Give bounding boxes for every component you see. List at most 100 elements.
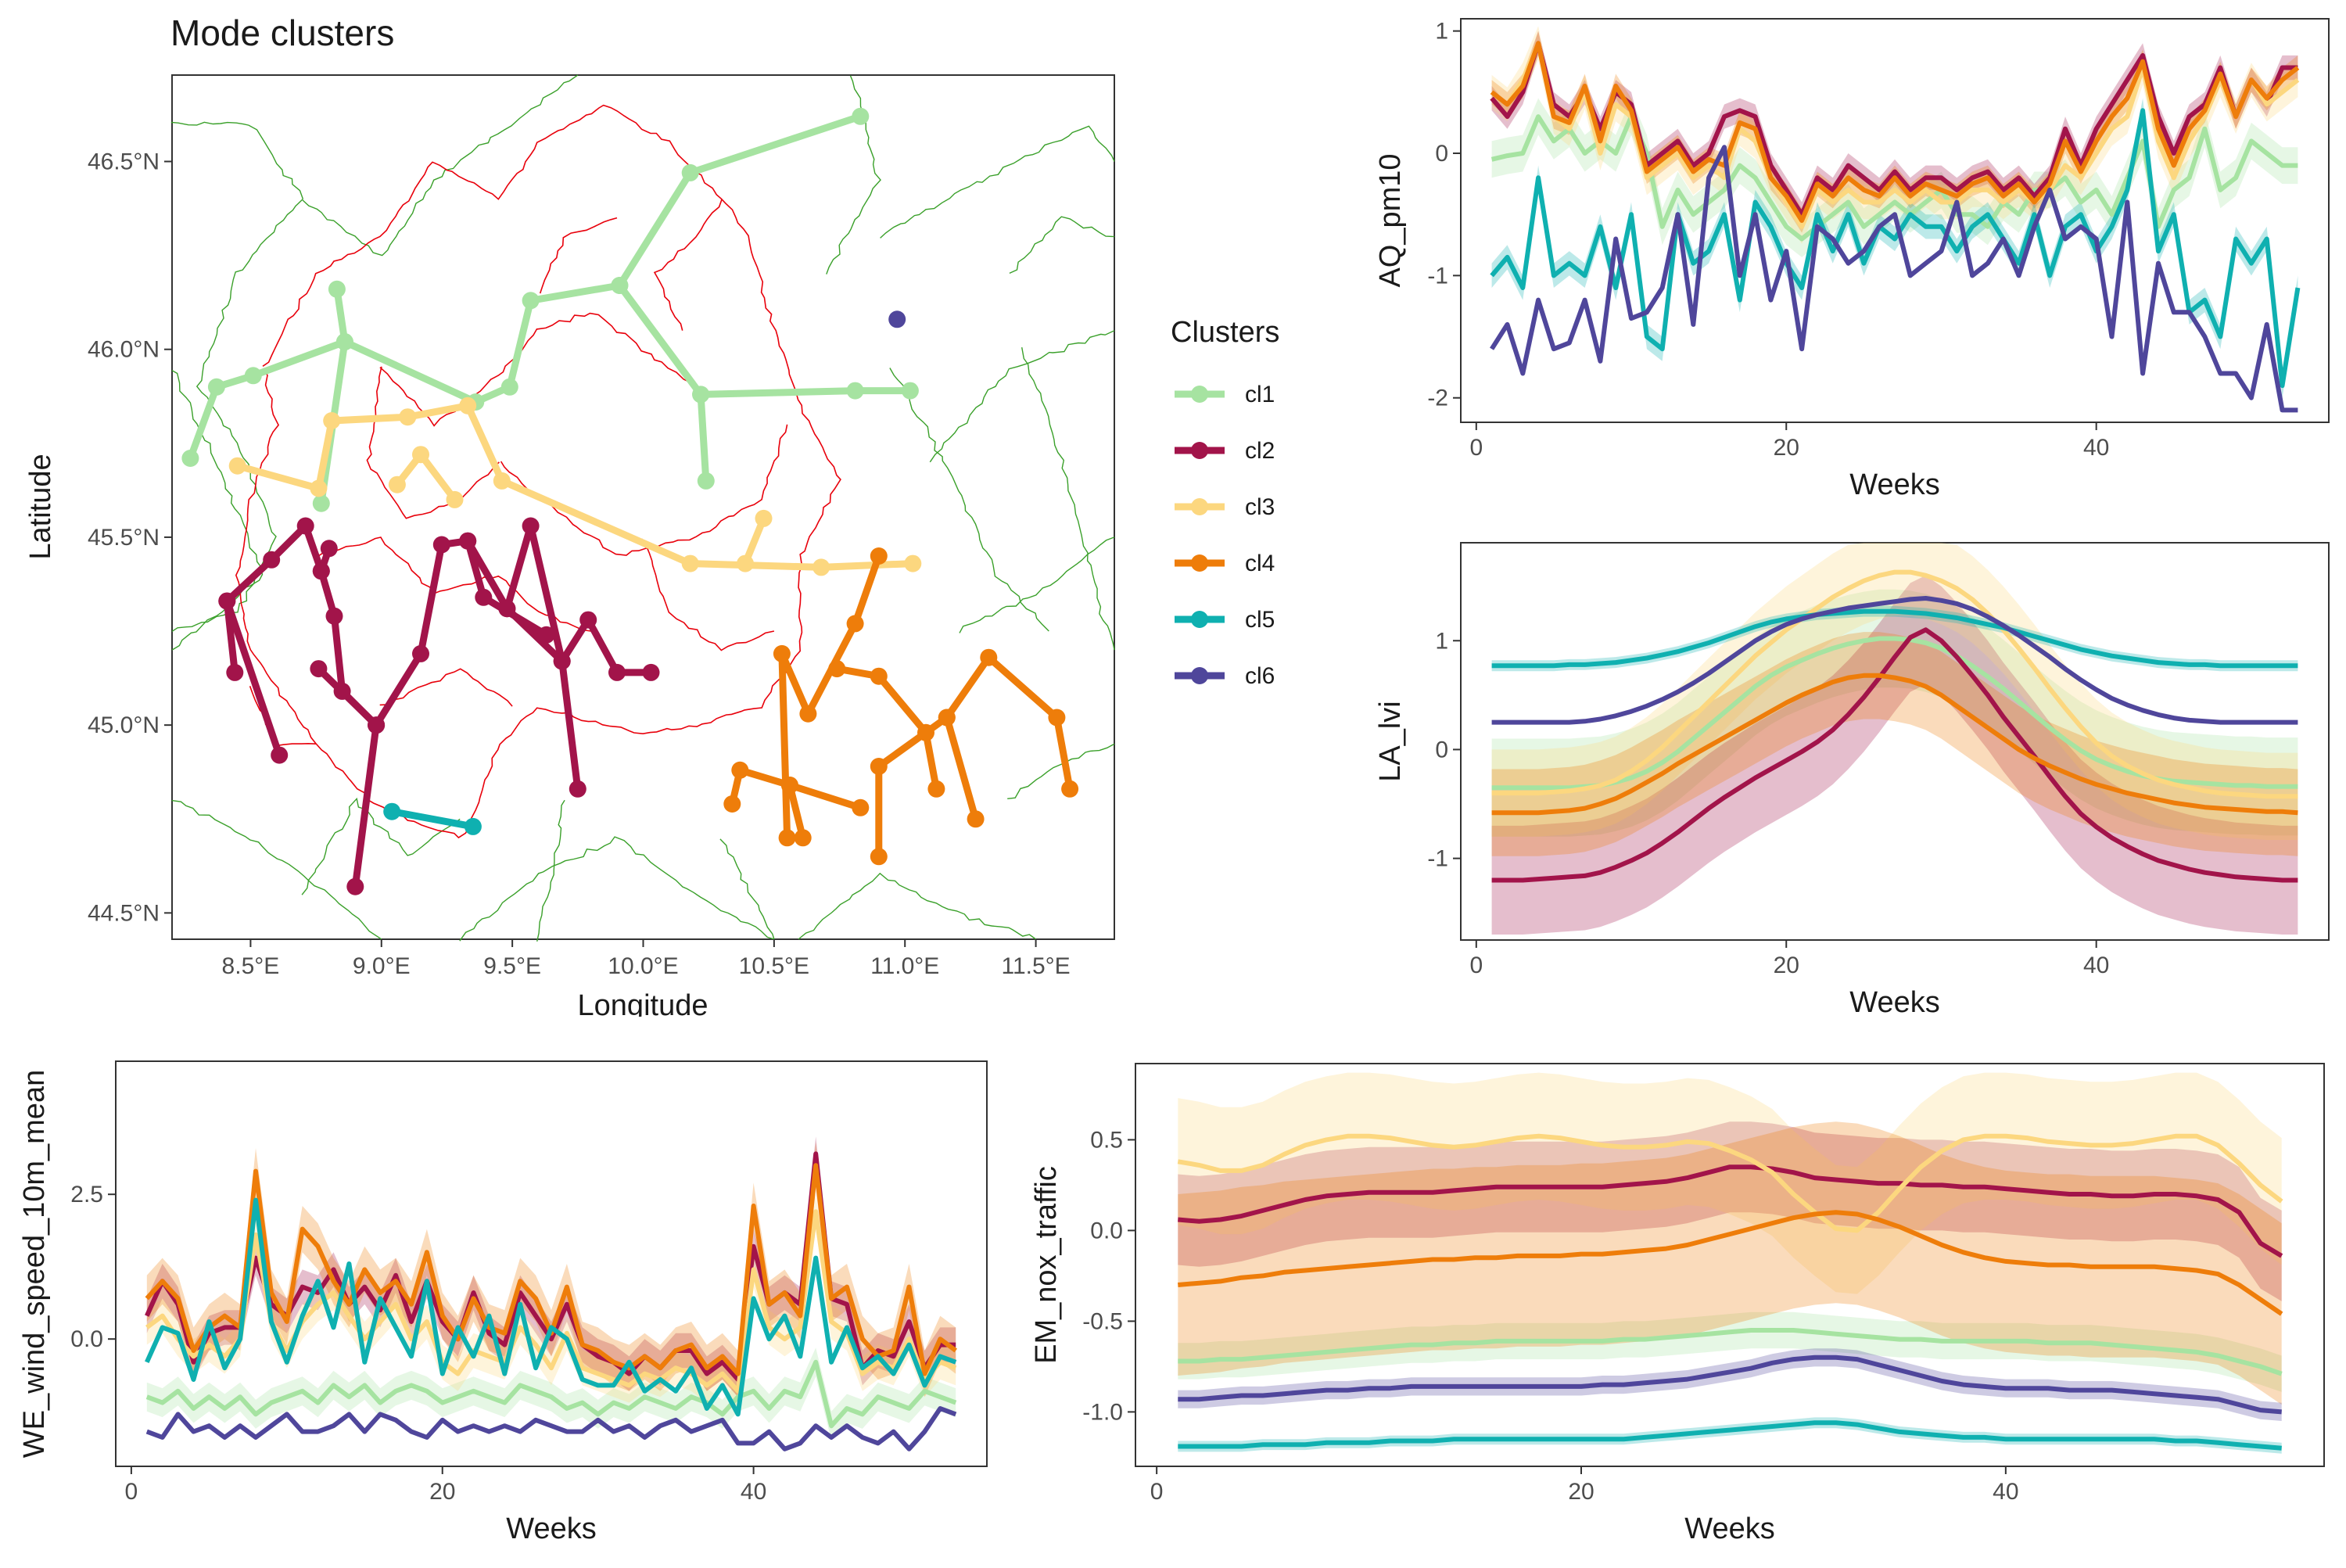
map-point-cl4	[938, 709, 956, 727]
map-point-cl2	[569, 780, 586, 798]
nox-y-tick-label: -0.5	[1082, 1308, 1123, 1334]
pm10-x-tick-label: 20	[1774, 435, 1799, 461]
map-point-cl2	[312, 562, 330, 580]
map-point-cl3	[310, 479, 328, 497]
map-path-cl4	[728, 766, 864, 812]
map-point-cl3	[812, 558, 830, 576]
legend-title: Clusters	[1171, 316, 1279, 349]
pm10-panel: 0 20 40 1 0 -1 -2 Weeks AQ_pm10	[1361, 0, 2346, 516]
map-x-tick-label: 9.5°E	[483, 953, 541, 979]
map-path-cl2	[314, 665, 380, 729]
legend-item-cl5: cl5	[1175, 607, 1275, 633]
pm10-band-cl4	[1491, 30, 2298, 233]
map-point-cl1	[207, 378, 225, 396]
nox-x-tick-label: 0	[1150, 1479, 1164, 1505]
map-point-cl1	[181, 450, 199, 467]
map-x-tick-label: 10.0°E	[608, 953, 678, 979]
nox-band-cl5	[1178, 1417, 2282, 1454]
wind-x-title: Weeks	[506, 1512, 596, 1545]
map-point-cl5	[464, 817, 482, 835]
wind-line-cl1	[145, 1359, 957, 1429]
map-point-cl2	[432, 536, 450, 554]
pm10-y-tick-label: -1	[1427, 263, 1448, 289]
map-path-cl2	[317, 537, 655, 729]
map-path-cl4	[943, 714, 980, 823]
map-point-cl2	[579, 611, 597, 629]
map-point-cl4	[870, 667, 888, 685]
lai-y-tick-label: -1	[1427, 846, 1448, 872]
map-point-cl3	[459, 396, 477, 414]
lai-x-tick-label: 20	[1774, 953, 1799, 978]
lai-band-cl3	[1491, 543, 2298, 840]
lai-line-cl6	[1491, 596, 2298, 725]
map-y-axis: 44.5°N 45.0°N 45.5°N 46.0°N 46.5°N	[88, 149, 172, 926]
nox-line-cl3	[1177, 1133, 2283, 1233]
map-point-cl4	[927, 780, 945, 798]
map-chart: Mode clusters 8.5°E 9.0°E 9.5°E 10.0°E 10.5°…	[24, 13, 1279, 1022]
lai-y-title: LA_lvi	[1374, 701, 1407, 782]
map-point-cl4	[1061, 780, 1079, 798]
map-point-cl2	[296, 517, 314, 535]
lai-y-tick-label: 1	[1435, 628, 1448, 654]
nox-x-title: Weeks	[1684, 1512, 1774, 1545]
lai-line-cl2	[1491, 627, 2298, 883]
nox-line-cl1	[1178, 1328, 2283, 1376]
pm10-band-cl5	[1491, 98, 2298, 398]
legend: Clusters cl1 cl2 cl3 cl4 cl5 cl6	[1171, 316, 1279, 689]
map-point-cl2	[310, 660, 328, 678]
map-y-tick-label: 45.0°N	[88, 712, 160, 738]
nox-band-cl2	[1178, 1121, 2282, 1301]
nox-line-cl4	[1178, 1210, 2283, 1316]
legend-item-cl1: cl1	[1175, 382, 1275, 407]
map-path-cl2	[503, 522, 582, 793]
map-point-cl3	[904, 554, 922, 572]
pm10-line-cl6	[1490, 145, 2298, 413]
legend-label-cl3: cl3	[1245, 494, 1275, 520]
map-point-cl3	[681, 554, 699, 572]
nox-x-tick-label: 20	[1568, 1479, 1594, 1505]
map-path-cl4	[833, 665, 940, 793]
legend-label-cl1: cl1	[1245, 382, 1275, 407]
map-y-tick-label: 45.5°N	[88, 525, 160, 551]
map-x-tick-label: 9.0°E	[353, 953, 411, 979]
lai-band-cl2	[1491, 575, 2298, 935]
wind-y-tick-label: 0.0	[70, 1326, 103, 1352]
map-point-cl5	[383, 802, 401, 820]
map-point-cl2	[537, 626, 555, 644]
map-frame	[171, 74, 1115, 940]
wind-panel: 0 20 40 2.5 0.0 Weeks WE_wind_speed_10m_mean	[0, 1017, 1017, 1564]
map-point-cl4	[870, 758, 888, 775]
nox-y-title: EM_nox_traffic	[1030, 1166, 1063, 1364]
pm10-line-cl5	[1490, 108, 2301, 389]
map-path-cl2	[223, 597, 239, 676]
wind-chart: 0 20 40 2.5 0.0 Weeks WE_wind_speed_10m_mean	[18, 1060, 988, 1545]
map-point-cl2	[459, 532, 477, 550]
map-path-cl1	[697, 390, 710, 485]
map-point-cl2	[368, 716, 386, 734]
map-point-cl1	[328, 280, 346, 298]
legend-item-cl3: cl3	[1175, 494, 1275, 520]
nox-line-cl6	[1178, 1355, 2282, 1415]
pm10-y-tick-label: 0	[1435, 141, 1448, 167]
map-point-cl4	[852, 798, 870, 816]
map-point-cl2	[325, 607, 343, 625]
lai-band-cl1	[1491, 589, 2298, 837]
map-path-cl5	[388, 808, 477, 831]
nox-chart: 0 20 40 0.5 0.0 -0.5 -1.0 Weeks EM_nox_traffic	[1030, 1063, 2325, 1545]
nox-y-tick-label: -1.0	[1082, 1399, 1123, 1425]
map-point-cl2	[412, 644, 429, 662]
nox-x-tick-label: 40	[1993, 1479, 2018, 1505]
map-point-cl4	[846, 615, 864, 633]
map-point-cl1	[500, 378, 518, 396]
map-point-cl1	[312, 494, 330, 512]
map-x-title: Longitude	[578, 989, 708, 1017]
map-point-cl4	[794, 829, 812, 847]
map-point-cl3	[446, 490, 464, 508]
pm10-band-cl1	[1491, 98, 2298, 257]
map-point-cl2	[320, 540, 338, 558]
map-point-cl3	[493, 472, 511, 490]
map-y-tick-label: 46.5°N	[88, 149, 160, 175]
lai-line-cl5	[1491, 608, 2298, 669]
wind-x-tick-label: 0	[125, 1479, 138, 1505]
map-x-tick-label: 10.5°E	[739, 953, 809, 979]
